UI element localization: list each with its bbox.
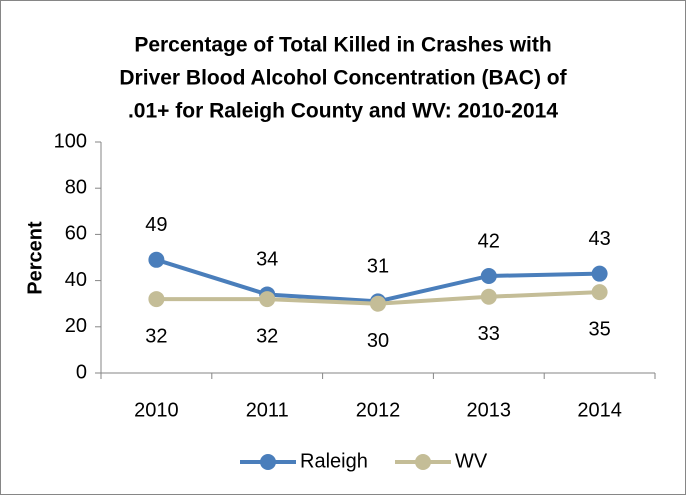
y-tick-label: 40 — [65, 269, 87, 291]
data-point — [148, 251, 165, 268]
data-point — [591, 284, 608, 301]
y-tick-label: 60 — [65, 223, 87, 245]
legend-label: WV — [455, 450, 488, 472]
data-label: 31 — [367, 256, 389, 278]
legend-label: Raleigh — [300, 450, 368, 472]
data-point — [259, 291, 276, 308]
x-tick-label: 2012 — [356, 399, 401, 421]
data-point — [591, 265, 608, 282]
y-axis-label: Percent — [24, 221, 46, 295]
data-label: 43 — [588, 228, 610, 250]
data-point — [480, 288, 497, 305]
y-tick-label: 80 — [65, 176, 87, 198]
chart-title: .01+ for Raleigh County and WV: 2010-201… — [128, 100, 558, 123]
chart-title: Percentage of Total Killed in Crashes wi… — [134, 34, 551, 57]
x-tick-label: 2013 — [467, 399, 512, 421]
x-tick-label: 2014 — [577, 399, 622, 421]
data-label: 35 — [588, 318, 610, 340]
y-tick-label: 0 — [76, 361, 87, 383]
data-label: 33 — [478, 323, 500, 345]
data-point — [148, 291, 165, 308]
data-label: 32 — [145, 325, 167, 347]
data-label: 49 — [145, 214, 167, 236]
chart-title: Driver Blood Alcohol Concentration (BAC)… — [119, 67, 567, 90]
data-label: 30 — [367, 330, 389, 352]
y-tick-label: 100 — [54, 130, 87, 152]
legend-marker — [260, 454, 276, 470]
x-tick-label: 2011 — [246, 399, 289, 421]
data-point — [480, 267, 497, 284]
y-tick-label: 20 — [65, 315, 87, 337]
x-tick-label: 2010 — [134, 399, 179, 421]
data-label: 32 — [256, 325, 278, 347]
data-label: 34 — [256, 249, 278, 271]
data-point — [370, 295, 386, 312]
legend-marker — [415, 454, 431, 470]
data-label: 42 — [478, 230, 500, 252]
